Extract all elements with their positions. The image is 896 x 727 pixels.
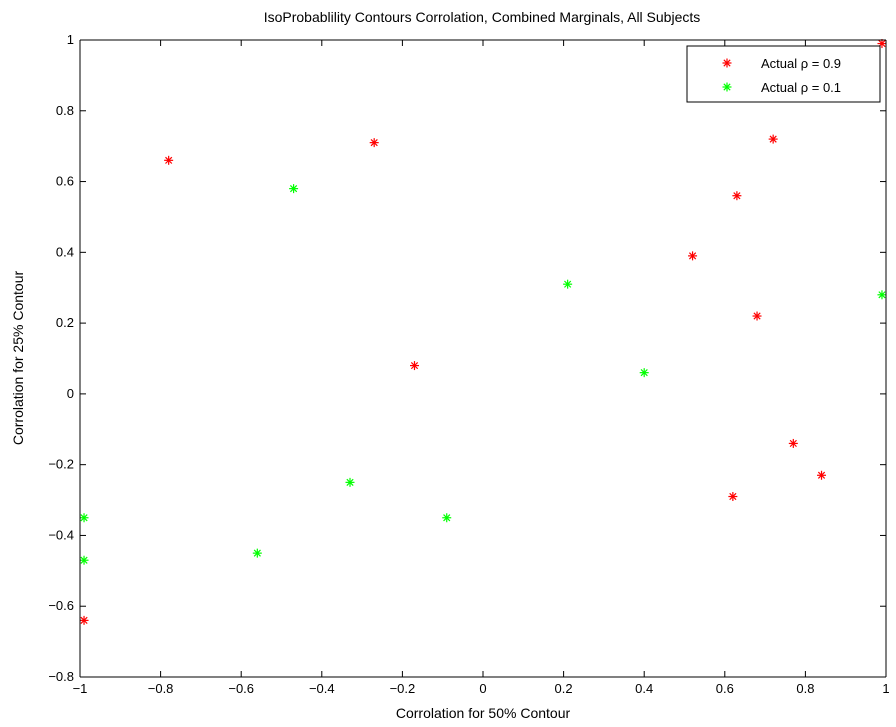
- data-point-series-0: [817, 470, 827, 480]
- data-point-series-1: [563, 279, 573, 289]
- data-point-series-0: [369, 138, 379, 148]
- x-tick-label: −0.6: [228, 681, 254, 696]
- y-tick-label: 0.8: [56, 103, 74, 118]
- data-point-series-1: [79, 555, 89, 565]
- legend-label-rho-0.1: Actual ρ = 0.1: [761, 80, 841, 95]
- data-point-series-0: [788, 438, 798, 448]
- data-point-series-1: [442, 513, 452, 523]
- legend: Actual ρ = 0.9 Actual ρ = 0.1: [686, 45, 881, 103]
- data-point-series-1: [289, 184, 299, 194]
- y-tick-label: 0.6: [56, 174, 74, 189]
- x-tick-label: −0.8: [148, 681, 174, 696]
- x-tick-label: 0.8: [796, 681, 814, 696]
- y-tick-label: 0.2: [56, 315, 74, 330]
- x-tick-label: 0.4: [635, 681, 653, 696]
- data-point-series-0: [732, 191, 742, 201]
- data-point-series-0: [768, 134, 778, 144]
- legend-box: [686, 45, 881, 103]
- data-point-series-1: [877, 290, 887, 300]
- chart-title: IsoProbablility Contours Corrolation, Co…: [264, 9, 701, 25]
- x-tick-label: −0.2: [390, 681, 416, 696]
- x-axis-label: Corrolation for 50% Contour: [396, 705, 571, 721]
- data-point-series-0: [164, 155, 174, 165]
- data-point-series-0: [409, 361, 419, 371]
- legend-marker-star: [722, 82, 732, 92]
- x-tick-label: −0.4: [309, 681, 335, 696]
- legend-label-rho-0.9: Actual ρ = 0.9: [761, 56, 841, 71]
- axis-ticks: −1 −0.8 −0.6 −0.4 −0.2 0 0.2 0.4 0.6 0.8 1−0.8−0.6…: [48, 32, 889, 696]
- y-tick-label: 1: [67, 32, 74, 47]
- plot-area: [80, 40, 886, 677]
- y-tick-label: −0.6: [48, 598, 74, 613]
- y-tick-label: −0.4: [48, 527, 74, 542]
- x-tick-label: 0: [479, 681, 486, 696]
- data-point-series-0: [688, 251, 698, 261]
- x-tick-label: 0.6: [716, 681, 734, 696]
- x-tick-label: 0.2: [555, 681, 573, 696]
- y-tick-label: −0.8: [48, 669, 74, 684]
- data-point-series-0: [752, 311, 762, 321]
- legend-marker-rho-0.9: [722, 58, 732, 68]
- legend-marker-star: [722, 58, 732, 68]
- data-point-series-1: [79, 513, 89, 523]
- x-tick-label: −1: [73, 681, 88, 696]
- legend-marker-rho-0.1: [722, 82, 732, 92]
- data-points: [79, 39, 887, 625]
- y-tick-label: 0: [67, 386, 74, 401]
- y-tick-label: 0.4: [56, 244, 74, 259]
- data-point-series-1: [639, 368, 649, 378]
- data-point-series-1: [345, 477, 355, 487]
- data-point-series-0: [728, 492, 738, 502]
- y-axis-label: Corrolation for 25% Contour: [10, 271, 26, 446]
- x-tick-label: 1: [882, 681, 889, 696]
- data-point-series-0: [79, 615, 89, 625]
- y-tick-label: −0.2: [48, 457, 74, 472]
- data-point-series-1: [252, 548, 262, 558]
